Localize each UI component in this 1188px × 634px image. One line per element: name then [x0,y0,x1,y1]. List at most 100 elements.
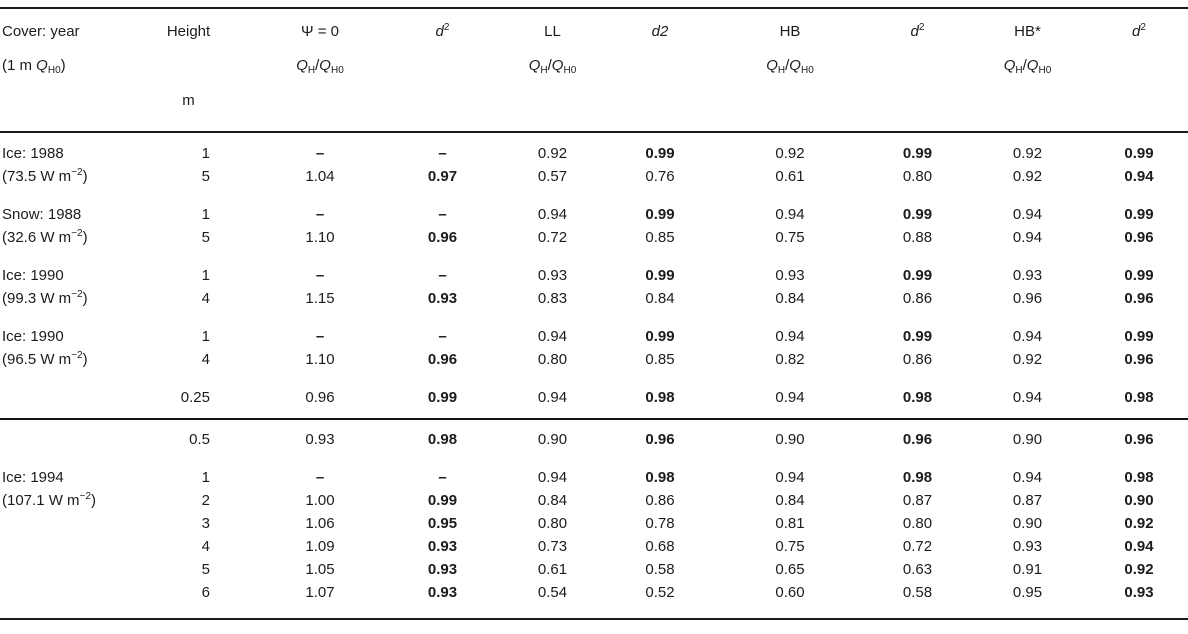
value-cell: 0.94 [775,389,805,406]
value-cell: 0.96 [1012,290,1043,307]
value-cell: 0.93 [537,267,568,284]
value-cell: 0.93 [775,267,805,284]
column-header-hb-star: HB* [1014,23,1041,40]
value-cell: 1.10 [305,351,335,368]
header-unit-hb [710,77,870,133]
column-header-cover-year: Cover: year [2,23,80,40]
value-cell: 0.58 [645,561,675,578]
header-sub-psi-zero: QH/QH0 [296,57,344,76]
table-row: Ice: 1990 1 – – 0.93 0.99 0.93 0.99 0.93 0.99 [0,249,1188,287]
value-cell: 0.75 [775,229,805,246]
header-unit-height: m [155,77,250,133]
value-cell: – [315,267,325,284]
value-cell: – [315,469,325,486]
value-cell: 0.81 [775,515,805,532]
value-cell: 0.94 [775,328,805,345]
table-section-lower: 0.5 0.93 0.98 0.90 0.96 0.90 0.96 0.90 0.96 Ice: … [0,428,1188,619]
results-table: Cover: year Height Ψ = 0 d2 LL d2 HB d2 … [0,7,1188,620]
column-header-d2-hb-star: d2 [1132,22,1146,41]
value-cell: 0.78 [645,515,675,532]
value-cell: 0.94 [537,328,568,345]
value-cell: 1.00 [305,492,335,509]
value-cell: 0.98 [1124,389,1154,406]
value-cell: 0.94 [1124,538,1154,555]
value-cell: 0.92 [1012,168,1043,185]
value-cell: 0.84 [775,492,805,509]
header-row-3: m [0,77,1188,133]
cover-label-cell: (32.6 W m−2) [2,228,88,247]
header-unit-d2-ll [610,77,710,133]
cover-label-cell: Snow: 1988 [2,206,82,223]
value-cell: 0.94 [1012,229,1043,246]
cover-label-cell [0,512,155,535]
column-header-ll: LL [544,23,561,40]
value-cell: 0.73 [537,538,568,555]
header-sub-d2-psi [390,43,495,77]
value-cell: 0.96 [427,351,458,368]
value-cell: 0.93 [427,290,458,307]
value-cell: 0.85 [645,229,675,246]
value-cell: – [438,145,447,162]
cover-label-cell [0,428,155,451]
value-cell: 0.93 [305,431,335,448]
cover-label-cell: Ice: 1994 [2,469,64,486]
value-cell: 0.63 [902,561,933,578]
value-cell: 0.90 [1012,431,1043,448]
table-row: Ice: 1994 1 – – 0.94 0.98 0.94 0.98 0.94 0.98 [0,451,1188,489]
value-cell: 0.93 [427,584,458,601]
table-row: Ice: 1990 1 – – 0.94 0.99 0.94 0.99 0.94 0.99 [0,310,1188,348]
height-cell: 1 [201,328,210,345]
cover-label-cell [0,535,155,558]
header-row-2: (1 m QH0) QH/QH0 QH/QH0 QH/QH0 QH/QH0 [0,43,1188,77]
value-cell: 1.09 [305,538,335,555]
value-cell: 0.90 [1012,515,1043,532]
height-cell: 1 [201,469,210,486]
header-unit-hb-star [965,77,1090,133]
value-cell: 0.57 [537,168,568,185]
header-sub-hb: QH/QH0 [766,57,814,76]
value-cell: – [315,145,325,162]
column-header-d2-ll: d2 [651,23,669,40]
value-cell: 0.61 [775,168,805,185]
value-cell: 0.99 [645,267,675,284]
cover-label-cell: (107.1 W m−2) [2,491,96,510]
table-header: Cover: year Height Ψ = 0 d2 LL d2 HB d2 … [0,8,1188,133]
value-cell: 0.65 [775,561,805,578]
value-cell: 0.83 [537,290,568,307]
table-row: 0.5 0.93 0.98 0.90 0.96 0.90 0.96 0.90 0.96 [0,428,1188,451]
header-unit-cover-year [0,77,155,133]
header-sub-hb-star: QH/QH0 [1003,57,1052,76]
value-cell: – [438,267,447,284]
value-cell: 0.98 [902,469,933,486]
header-sub-cover-year: (1 m QH0) [2,57,66,76]
paper-table-page: Cover: year Height Ψ = 0 d2 LL d2 HB d2 … [0,7,1188,620]
value-cell: – [315,328,325,345]
cover-label-cell: Ice: 1990 [2,328,64,345]
value-cell: 0.94 [775,469,805,486]
value-cell: 0.99 [645,206,675,223]
value-cell: 0.80 [902,515,933,532]
value-cell: 0.96 [427,229,458,246]
value-cell: 0.98 [645,469,675,486]
value-cell: 0.95 [1012,584,1043,601]
value-cell: 0.80 [902,168,933,185]
value-cell: 0.96 [1124,290,1154,307]
value-cell: 0.99 [645,328,675,345]
value-cell: 0.94 [775,206,805,223]
value-cell: 0.99 [902,145,933,162]
value-cell: 0.75 [775,538,805,555]
value-cell: 0.94 [1012,328,1043,345]
value-cell: 1.10 [305,229,335,246]
height-cell: 0.25 [180,389,210,406]
value-cell: 0.60 [775,584,805,601]
value-cell: 0.99 [902,206,933,223]
height-cell: 0.5 [189,431,210,448]
value-cell: 0.61 [537,561,568,578]
height-cell: 5 [201,561,210,578]
table-row: 5 1.05 0.93 0.61 0.58 0.65 0.63 0.91 0.92 [0,558,1188,581]
value-cell: 0.96 [902,431,933,448]
value-cell: 0.80 [537,351,568,368]
value-cell: 0.99 [1124,145,1154,162]
value-cell: 0.82 [775,351,805,368]
value-cell: 1.04 [305,168,335,185]
